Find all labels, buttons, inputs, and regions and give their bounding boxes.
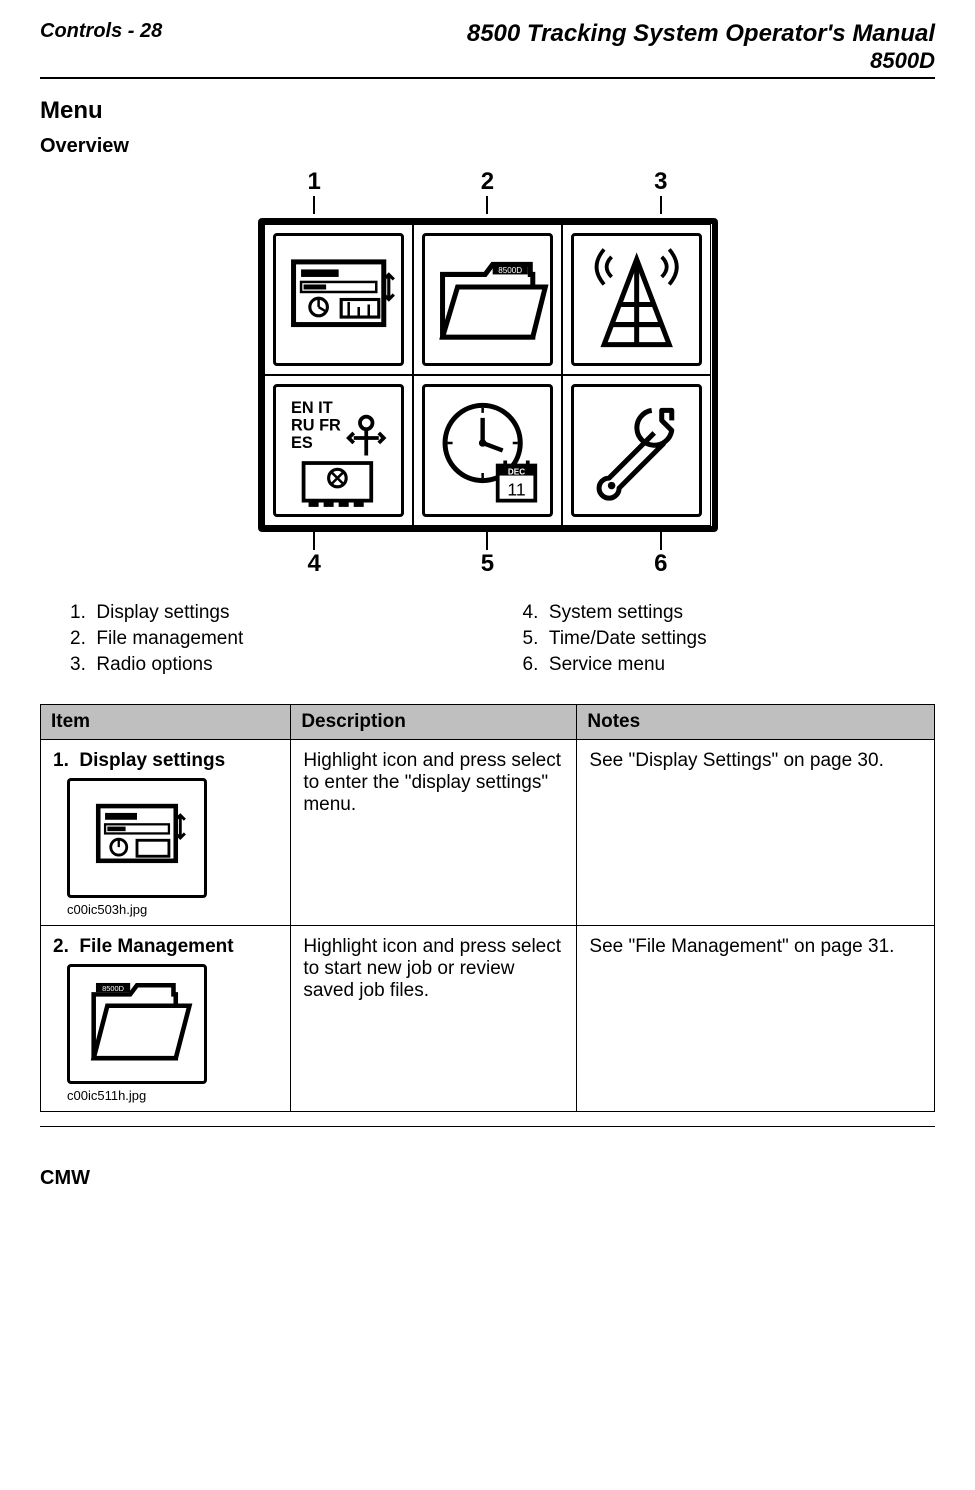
diagram-panel: 8500D — [258, 218, 718, 532]
cell-display-settings — [264, 224, 413, 375]
svg-text:11: 11 — [507, 480, 525, 500]
cell-item: 1. Display settings c — [41, 739, 291, 925]
cell-time-date: DEC 11 — [413, 375, 562, 526]
overview-diagram: 1 2 3 — [40, 168, 935, 578]
header-rule — [40, 77, 935, 79]
num-2: 2 — [402, 168, 574, 196]
thumb-caption: c00ic503h.jpg — [67, 902, 278, 917]
table-row: 1. Display settings c — [41, 739, 935, 925]
icon-clock: DEC 11 — [422, 384, 553, 517]
header-title: 8500 Tracking System Operator's Manual — [467, 20, 935, 48]
icon-system-settings: EN IT RU FR ES — [273, 384, 404, 517]
diagram-bottom-numbers: 4 5 6 — [228, 550, 748, 578]
icon-folder: 8500D — [422, 233, 553, 366]
heading-menu: Menu — [40, 97, 935, 125]
table-header-row: Item Description Notes — [41, 704, 935, 739]
list-item: 4. System settings — [523, 602, 936, 624]
svg-text:8500D: 8500D — [102, 984, 124, 993]
cell-notes: See "File Management" on page 31. — [577, 925, 935, 1111]
thumb-file-management: 8500D — [67, 964, 207, 1084]
thumb-display-settings — [67, 778, 207, 898]
list-item: 2. File management — [70, 628, 483, 650]
list-item: 1. Display settings — [70, 602, 483, 624]
list-item: 6. Service menu — [523, 654, 936, 676]
header-right: 8500 Tracking System Operator's Manual 8… — [467, 20, 935, 73]
num-3: 3 — [575, 168, 747, 196]
page: Controls - 28 8500 Tracking System Opera… — [0, 0, 975, 1220]
list-item: 5. Time/Date settings — [523, 628, 936, 650]
lang-line-1: EN IT — [291, 399, 333, 417]
cell-radio-options — [562, 224, 711, 375]
table-row: 2. File Management 8500D c00ic511h.jpg H… — [41, 925, 935, 1111]
list-item: 3. Radio options — [70, 654, 483, 676]
thumb-caption: c00ic511h.jpg — [67, 1088, 278, 1103]
th-item: Item — [41, 704, 291, 739]
dec-label: DEC — [508, 467, 525, 476]
description-table: Item Description Notes 1. Display settin… — [40, 704, 935, 1112]
cell-description: Highlight icon and press select to enter… — [291, 739, 577, 925]
header-subtitle: 8500D — [467, 48, 935, 73]
overview-list-right: 4. System settings 5. Time/Date settings… — [523, 598, 936, 680]
page-header: Controls - 28 8500 Tracking System Opera… — [40, 20, 935, 73]
num-1: 1 — [228, 168, 400, 196]
th-description: Description — [291, 704, 577, 739]
th-notes: Notes — [577, 704, 935, 739]
cell-description: Highlight icon and press select to start… — [291, 925, 577, 1111]
footer-rule — [40, 1126, 935, 1127]
folder-label: 8500D — [498, 266, 522, 275]
heading-overview: Overview — [40, 135, 935, 158]
ticks-bottom — [228, 532, 748, 550]
cell-file-management: 8500D — [413, 224, 562, 375]
cell-item: 2. File Management 8500D c00ic511h.jpg — [41, 925, 291, 1111]
diagram-top-numbers: 1 2 3 — [228, 168, 748, 196]
overview-list-left: 1. Display settings 2. File management 3… — [70, 598, 483, 680]
header-left: Controls - 28 — [40, 20, 162, 43]
lang-line-2: RU FR — [291, 416, 341, 434]
icon-wrench — [571, 384, 702, 517]
cell-service-menu — [562, 375, 711, 526]
lang-line-3: ES — [291, 434, 313, 452]
num-5: 5 — [402, 550, 574, 578]
num-4: 4 — [228, 550, 400, 578]
footer-text: CMW — [40, 1167, 935, 1190]
icon-radio-tower — [571, 233, 702, 366]
ticks-top — [228, 196, 748, 214]
overview-list: 1. Display settings 2. File management 3… — [70, 598, 935, 680]
cell-system-settings: EN IT RU FR ES — [264, 375, 413, 526]
cell-notes: See "Display Settings" on page 30. — [577, 739, 935, 925]
num-6: 6 — [575, 550, 747, 578]
icon-display-settings — [273, 233, 404, 366]
